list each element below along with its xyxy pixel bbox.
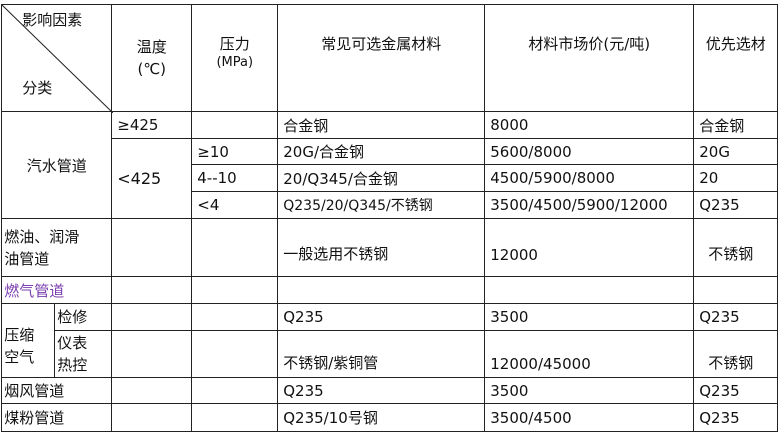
coal-pressure — [191, 403, 279, 433]
coal-preferred: Q235 — [693, 403, 779, 433]
steam-row4-price: 3500/4500/5900/12000 — [484, 191, 695, 220]
steam-row3-pressure: 4--10 — [191, 164, 279, 193]
instrument-line2: 热控 — [57, 356, 88, 375]
pressure-label: 压力 — [219, 35, 250, 54]
fuel-oil-category: 燃油、润滑 油管道 — [1, 218, 113, 278]
instrument-label: 仪表 热控 — [54, 330, 113, 379]
flue-materials: Q235 — [277, 377, 486, 405]
diagonal-divider — [2, 5, 114, 114]
maintenance-label: 检修 — [54, 303, 113, 332]
header-materials: 常见可选金属材料 — [277, 4, 486, 113]
fuel-oil-preferred: 不锈钢 — [693, 218, 779, 278]
steam-row2-pressure: ≥10 — [191, 138, 279, 166]
gas-category: 燃气管道 — [1, 276, 113, 305]
maintenance-pressure — [191, 303, 279, 332]
flue-temp — [111, 377, 193, 405]
instrument-pressure — [191, 330, 279, 379]
fuel-oil-temp — [111, 218, 193, 278]
instrument-materials: 不锈钢/紫铜管 — [277, 330, 486, 379]
flue-price: 3500 — [484, 377, 695, 405]
steam-row1-price: 8000 — [484, 111, 695, 140]
coal-category: 煤粉管道 — [1, 403, 113, 433]
steam-row2-price: 5600/8000 — [484, 138, 695, 166]
corner-top-label: 影响因素 — [22, 11, 83, 30]
steam-category: 汽水管道 — [1, 111, 113, 220]
corner-bottom-label: 分类 — [22, 79, 53, 98]
steam-pressure-empty — [191, 111, 279, 140]
fuel-oil-line2: 油管道 — [4, 249, 50, 268]
gas-temp — [111, 276, 193, 305]
steam-row3-materials: 20/Q345/合金钢 — [277, 164, 486, 193]
compressed-air-line2: 空气 — [4, 347, 35, 366]
instrument-preferred: 不锈钢 — [693, 330, 779, 379]
steam-temp-low: <425 — [111, 138, 193, 220]
steam-row2-materials: 20G/合金钢 — [277, 138, 486, 166]
header-temperature: 温度 (℃) — [111, 4, 193, 113]
pressure-unit: (MPa) — [216, 55, 254, 71]
steam-row3-preferred: 20 — [693, 164, 779, 193]
gas-materials — [277, 276, 486, 305]
preferred-label: 优先选材 — [705, 35, 766, 54]
price-label: 材料市场价(元/吨) — [528, 35, 651, 54]
corner-header-cell: 影响因素 分类 — [1, 4, 114, 114]
maintenance-price: 3500 — [484, 303, 695, 332]
header-price: 材料市场价(元/吨) — [484, 4, 695, 113]
coal-temp — [111, 403, 193, 433]
steam-row3-price: 4500/5900/8000 — [484, 164, 695, 193]
instrument-price: 12000/45000 — [484, 330, 695, 379]
flue-pressure — [191, 377, 279, 405]
steam-row4-preferred: Q235 — [693, 191, 779, 220]
maintenance-preferred: Q235 — [693, 303, 779, 332]
compressed-air-category: 压缩 空气 — [1, 303, 56, 379]
steam-row1-materials: 合金钢 — [277, 111, 486, 140]
flue-preferred: Q235 — [693, 377, 779, 405]
flue-category: 烟风管道 — [1, 377, 113, 405]
materials-label: 常见可选金属材料 — [321, 35, 442, 54]
fuel-oil-line1: 燃油、润滑 — [4, 227, 80, 246]
steam-row4-pressure: <4 — [191, 191, 279, 220]
temperature-unit: (℃) — [137, 60, 167, 79]
compressed-air-line1: 压缩 — [4, 325, 35, 344]
fuel-oil-pressure — [191, 218, 279, 278]
coal-materials: Q235/10号钢 — [277, 403, 486, 433]
temperature-label: 温度 — [136, 38, 167, 57]
header-pressure: 压力 (MPa) — [191, 4, 279, 113]
fuel-oil-materials: 一般选用不锈钢 — [277, 218, 486, 278]
header-preferred: 优先选材 — [693, 4, 779, 113]
maintenance-materials: Q235 — [277, 303, 486, 332]
steam-temp-high: ≥425 — [111, 111, 193, 140]
steam-row1-preferred: 合金钢 — [693, 111, 779, 140]
instrument-temp — [111, 330, 193, 379]
maintenance-temp — [111, 303, 193, 332]
coal-price: 3500/4500 — [484, 403, 695, 433]
steam-row4-materials: Q235/20/Q345/不锈钢 — [277, 191, 486, 220]
instrument-line1: 仪表 — [57, 334, 88, 353]
fuel-oil-price: 12000 — [484, 218, 695, 278]
gas-preferred — [693, 276, 779, 305]
gas-price — [484, 276, 695, 305]
steam-row2-preferred: 20G — [693, 138, 779, 166]
gas-pressure — [191, 276, 279, 305]
